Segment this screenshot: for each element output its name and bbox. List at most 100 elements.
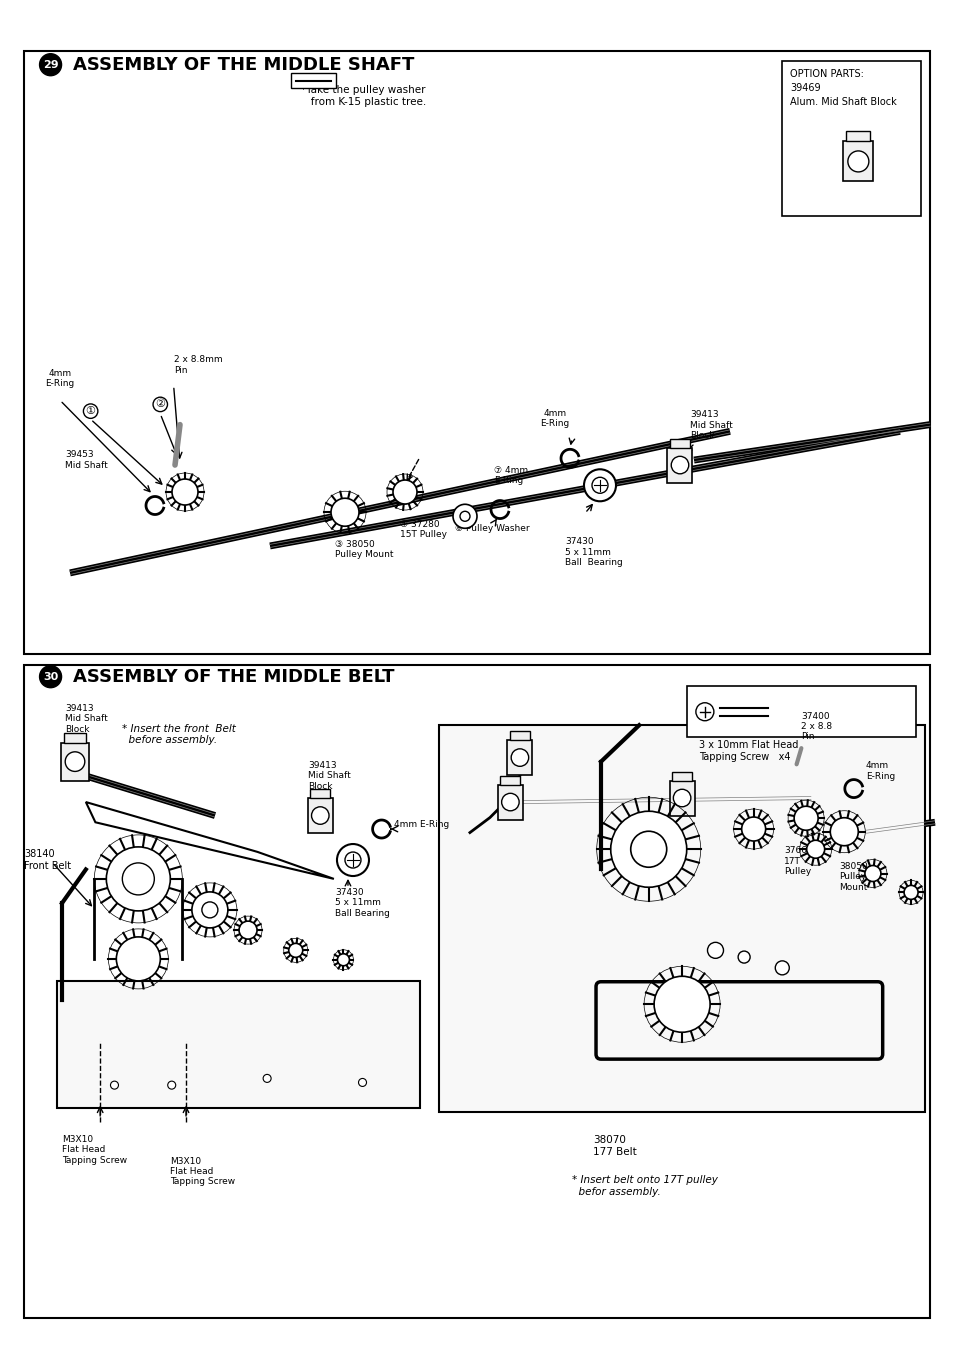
Circle shape <box>673 790 690 806</box>
Circle shape <box>116 937 160 981</box>
Bar <box>842 142 872 182</box>
Circle shape <box>331 499 358 526</box>
Text: 4mm
E-Ring: 4mm E-Ring <box>46 369 74 388</box>
Circle shape <box>583 469 616 501</box>
Circle shape <box>358 1078 366 1086</box>
Circle shape <box>501 794 518 810</box>
Text: 39413
Mid Shaft
Block: 39413 Mid Shaft Block <box>689 410 732 439</box>
Circle shape <box>39 666 62 687</box>
Text: 39413
Mid Shaft
Block: 39413 Mid Shaft Block <box>308 760 351 790</box>
Bar <box>24 665 929 1318</box>
Bar <box>291 73 335 88</box>
Bar <box>64 733 86 743</box>
Circle shape <box>829 818 858 845</box>
Circle shape <box>592 477 607 493</box>
Circle shape <box>202 902 217 918</box>
Circle shape <box>707 942 722 958</box>
Text: 38070
177 Belt: 38070 177 Belt <box>593 1135 637 1157</box>
Circle shape <box>654 976 709 1033</box>
Text: 37430
5 x 11mm
Ball Bearing: 37430 5 x 11mm Ball Bearing <box>335 888 390 918</box>
Text: 39453
Mid Shaft: 39453 Mid Shaft <box>65 450 108 469</box>
Circle shape <box>806 840 823 859</box>
Circle shape <box>847 151 868 173</box>
Circle shape <box>106 847 171 911</box>
Bar <box>507 740 532 775</box>
Text: ②: ② <box>155 399 165 410</box>
Text: OPTION PARTS:
39469
Alum. Mid Shaft Block: OPTION PARTS: 39469 Alum. Mid Shaft Bloc… <box>789 69 896 106</box>
Circle shape <box>740 817 765 841</box>
Text: 38050
Pulley
Mount: 38050 Pulley Mount <box>839 861 867 891</box>
Circle shape <box>289 944 302 957</box>
Bar <box>667 448 692 483</box>
Circle shape <box>111 1081 118 1089</box>
Bar <box>781 61 920 216</box>
Text: ④ 37280: ④ 37280 <box>399 520 439 528</box>
Bar <box>57 981 419 1108</box>
Circle shape <box>168 1081 175 1089</box>
Text: 38140
Front Belt: 38140 Front Belt <box>24 849 71 871</box>
Bar <box>669 439 689 448</box>
Text: *Take the pulley washer
   from K-15 plastic tree.: *Take the pulley washer from K-15 plasti… <box>300 85 425 106</box>
Text: 4mm E-Ring: 4mm E-Ring <box>394 820 448 829</box>
Text: 3 x 10mm Flat Head
Tapping Screw   x4: 3 x 10mm Flat Head Tapping Screw x4 <box>699 740 798 762</box>
Text: Pulley Mount: Pulley Mount <box>335 550 393 559</box>
Text: 29: 29 <box>43 59 58 70</box>
Bar <box>500 776 519 785</box>
Circle shape <box>345 852 360 868</box>
Circle shape <box>610 811 686 887</box>
Text: 37400
2 x 8.8
Pin: 37400 2 x 8.8 Pin <box>801 712 832 741</box>
Circle shape <box>793 806 818 830</box>
Circle shape <box>393 480 416 504</box>
Text: ③ 38050: ③ 38050 <box>335 541 375 549</box>
Circle shape <box>630 832 666 867</box>
Text: 37430
5 x 11mm
Ball  Bearing: 37430 5 x 11mm Ball Bearing <box>564 538 622 568</box>
Circle shape <box>172 479 198 506</box>
Circle shape <box>263 1074 271 1082</box>
Text: ASSEMBLY OF THE MIDDLE SHAFT: ASSEMBLY OF THE MIDDLE SHAFT <box>73 55 415 74</box>
Circle shape <box>336 844 369 876</box>
Bar <box>438 725 924 1112</box>
Circle shape <box>738 952 749 962</box>
Text: ⑦ 4mm
E-Ring: ⑦ 4mm E-Ring <box>494 466 528 485</box>
Text: 2 x 8.8mm
Pin: 2 x 8.8mm Pin <box>173 356 222 375</box>
Bar <box>61 743 89 780</box>
Circle shape <box>903 886 917 899</box>
Circle shape <box>239 921 256 940</box>
Text: 4mm
E-Ring: 4mm E-Ring <box>865 762 894 780</box>
Text: ASSEMBLY OF THE MIDDLE BELT: ASSEMBLY OF THE MIDDLE BELT <box>73 667 395 686</box>
Circle shape <box>511 749 528 766</box>
Bar <box>672 772 691 780</box>
Circle shape <box>39 54 62 75</box>
Circle shape <box>192 892 228 927</box>
Circle shape <box>459 511 470 522</box>
Circle shape <box>775 961 788 975</box>
Bar <box>24 51 929 654</box>
Bar <box>308 798 333 833</box>
Bar <box>510 732 529 740</box>
Text: 30: 30 <box>43 671 58 682</box>
Circle shape <box>671 457 688 473</box>
Bar <box>845 131 869 142</box>
Circle shape <box>122 863 154 895</box>
Text: 37661
17T
Pulley: 37661 17T Pulley <box>783 847 812 876</box>
Text: * Insert belt onto 17T pulley
  befor assembly.: * Insert belt onto 17T pulley befor asse… <box>572 1175 718 1197</box>
Circle shape <box>65 752 85 771</box>
Circle shape <box>864 865 880 882</box>
Text: 15T Pulley: 15T Pulley <box>399 530 447 539</box>
Circle shape <box>695 702 713 721</box>
Bar <box>497 785 522 820</box>
Text: ⑥ Pulley Washer: ⑥ Pulley Washer <box>455 524 529 534</box>
Text: 4mm
E-Ring: 4mm E-Ring <box>539 408 569 429</box>
Bar <box>669 780 694 816</box>
Text: M3X10
Flat Head
Tapping Screw: M3X10 Flat Head Tapping Screw <box>62 1135 127 1165</box>
Text: 39413
Mid Shaft
Block: 39413 Mid Shaft Block <box>65 704 108 733</box>
Polygon shape <box>86 802 334 879</box>
Circle shape <box>312 807 329 824</box>
Bar <box>310 790 330 798</box>
Text: * Insert the front  Belt
  before assembly.: * Insert the front Belt before assembly. <box>122 724 235 745</box>
Text: ①: ① <box>86 406 95 417</box>
Bar <box>686 686 915 737</box>
Text: M3X10
Flat Head
Tapping Screw: M3X10 Flat Head Tapping Screw <box>170 1157 234 1186</box>
Circle shape <box>337 954 349 965</box>
Circle shape <box>453 504 476 528</box>
